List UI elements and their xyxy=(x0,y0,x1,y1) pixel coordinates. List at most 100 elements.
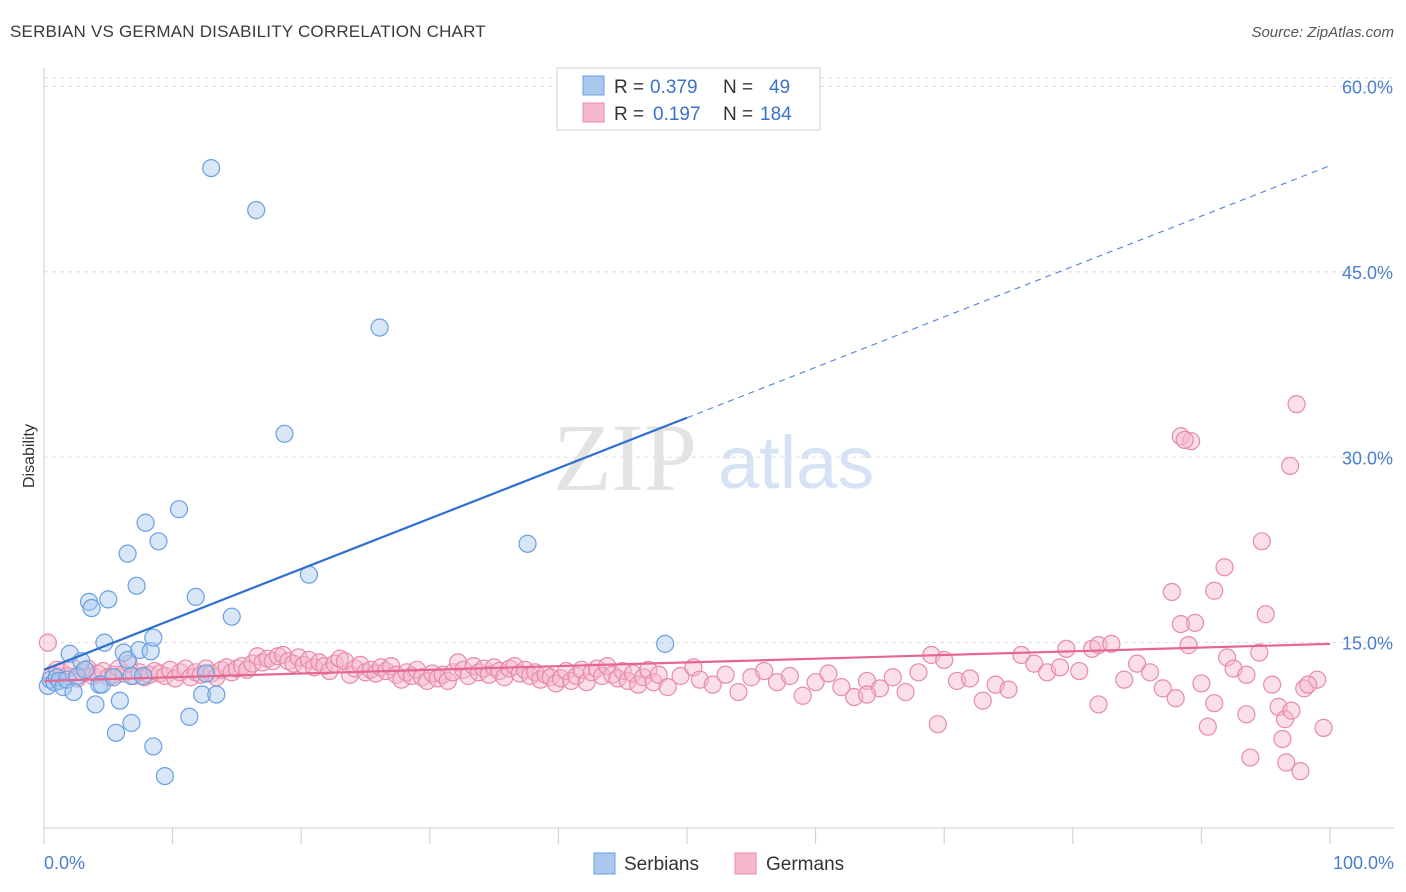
point-serbians xyxy=(130,640,149,660)
point-germans xyxy=(438,671,457,691)
point-germans xyxy=(1179,636,1198,655)
point-germans xyxy=(1089,695,1108,714)
point-germans xyxy=(1314,718,1333,738)
point-germans xyxy=(1171,614,1190,634)
y-tick-label: 30.0% xyxy=(1342,448,1393,468)
point-serbians xyxy=(149,532,168,551)
point-germans xyxy=(1102,634,1121,653)
gridlines xyxy=(44,77,1394,644)
point-germans xyxy=(38,633,57,652)
point-germans xyxy=(960,669,980,688)
point-serbians xyxy=(127,576,146,595)
legend-r-value-serbians: 0.379 xyxy=(650,77,698,98)
point-serbians xyxy=(207,685,226,704)
point-germans xyxy=(459,666,478,686)
point-germans xyxy=(1198,717,1217,736)
y-tick-label: 60.0% xyxy=(1342,78,1393,98)
point-germans xyxy=(883,668,902,687)
point-germans xyxy=(832,678,851,697)
point-serbians xyxy=(186,587,205,607)
point-serbians xyxy=(99,590,118,609)
point-serbians xyxy=(86,695,105,714)
point-germans xyxy=(1241,748,1260,767)
point-germans xyxy=(1025,654,1044,673)
point-germans xyxy=(1175,430,1194,450)
legend-r-label-germans: R = xyxy=(614,104,644,125)
point-germans xyxy=(1250,643,1269,662)
point-serbians xyxy=(64,682,83,702)
point-germans xyxy=(729,682,748,702)
series-legend: Serbians Germans xyxy=(593,852,844,875)
point-germans xyxy=(1273,729,1292,749)
point-germans xyxy=(1252,532,1271,551)
point-germans xyxy=(1205,581,1224,600)
point-germans xyxy=(1070,661,1089,681)
point-serbians xyxy=(133,666,153,686)
point-serbians xyxy=(144,737,163,756)
legend-n-label-serbians: N = xyxy=(723,77,753,98)
legend-r-value-germans: 0.197 xyxy=(653,104,701,125)
point-serbians xyxy=(222,607,241,626)
point-germans xyxy=(755,661,774,681)
trend-line-serbians xyxy=(43,416,688,671)
point-germans xyxy=(1277,753,1296,772)
point-serbians xyxy=(656,634,675,653)
point-germans xyxy=(819,664,838,683)
point-germans xyxy=(1127,654,1147,673)
point-germans xyxy=(1291,762,1310,781)
point-germans xyxy=(928,715,947,734)
point-serbians xyxy=(275,424,294,443)
point-germans xyxy=(1182,432,1201,451)
point-germans xyxy=(649,665,668,684)
point-germans xyxy=(671,666,690,686)
legend-n-value-germans: 184 xyxy=(760,104,792,125)
point-germans xyxy=(1299,675,1318,694)
point-germans xyxy=(1215,558,1234,577)
bottom-legend-swatch-serbians xyxy=(593,852,616,875)
point-germans xyxy=(1281,456,1300,476)
point-germans xyxy=(1282,701,1301,720)
point-germans xyxy=(1308,670,1327,689)
point-germans xyxy=(857,685,877,704)
legend-n-value-serbians: 49 xyxy=(769,77,790,98)
point-germans xyxy=(577,673,596,692)
bottom-legend-label-germans: Germans xyxy=(766,854,844,875)
point-germans xyxy=(1166,689,1185,708)
point-serbians xyxy=(106,723,126,742)
point-serbians xyxy=(247,201,266,220)
point-serbians xyxy=(110,691,129,710)
point-germans xyxy=(999,680,1018,699)
point-germans xyxy=(1057,639,1076,658)
series-serbians-points xyxy=(38,158,675,786)
point-germans xyxy=(1050,658,1070,677)
y-tick-label: 15.0% xyxy=(1342,634,1393,654)
bottom-legend-label-serbians: Serbians xyxy=(624,854,699,875)
point-germans xyxy=(658,678,677,697)
point-germans xyxy=(716,665,735,684)
point-serbians xyxy=(155,766,174,786)
trend-line-extension-serbians xyxy=(686,165,1331,419)
point-germans xyxy=(546,674,565,693)
point-serbians xyxy=(76,660,95,679)
point-germans xyxy=(1263,675,1282,694)
watermark-atlas: atlas xyxy=(718,421,874,504)
x-tick-label-max: 100.0% xyxy=(1333,853,1394,873)
point-germans xyxy=(1192,674,1211,693)
legend-n-label-germans: N = xyxy=(723,104,753,125)
point-serbians xyxy=(193,685,212,704)
bottom-legend-swatch-germans xyxy=(734,852,757,875)
point-germans xyxy=(263,652,283,671)
point-serbians xyxy=(196,664,216,683)
point-germans xyxy=(1287,395,1306,414)
point-serbians xyxy=(169,500,189,519)
point-germans xyxy=(703,675,722,694)
legend-swatch-serbians xyxy=(582,75,605,96)
watermark-zip: ZIP xyxy=(553,404,697,511)
point-serbians xyxy=(370,318,389,337)
point-germans xyxy=(1115,670,1134,689)
point-serbians xyxy=(122,713,141,733)
point-serbians xyxy=(104,668,123,687)
point-serbians xyxy=(144,628,163,647)
point-germans xyxy=(1012,645,1031,665)
